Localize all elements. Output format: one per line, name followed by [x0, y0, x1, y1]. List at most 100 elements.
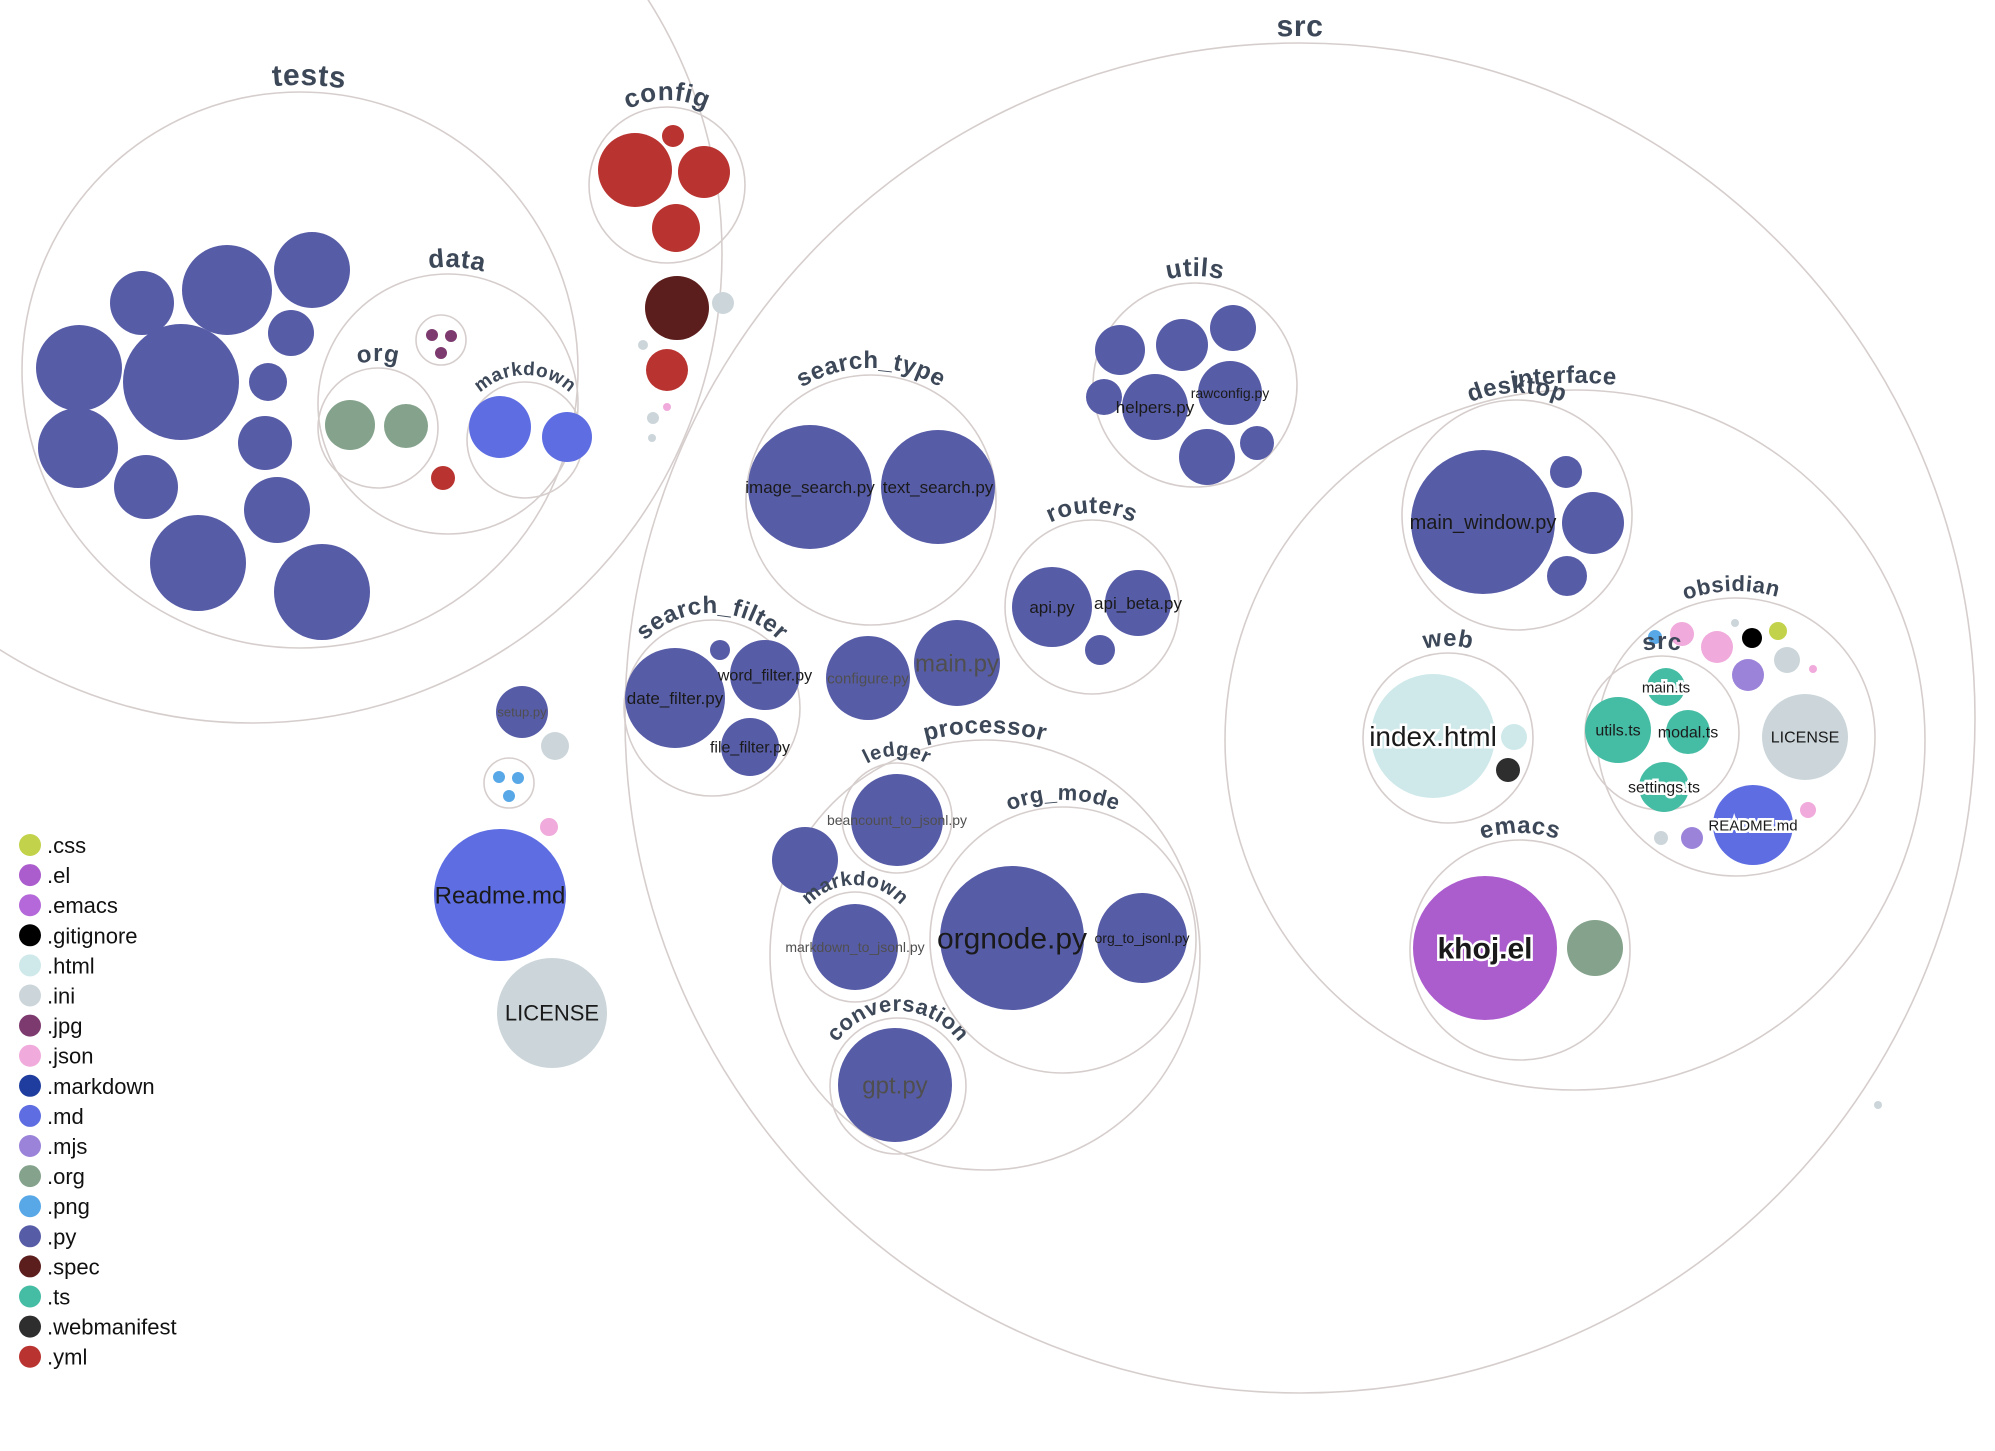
- file-jpg-21[interactable]: [435, 347, 447, 359]
- file-py-68[interactable]: [1547, 556, 1587, 596]
- file-mjs-91[interactable]: [1681, 827, 1703, 849]
- file-main-window-py[interactable]: [1411, 450, 1555, 594]
- file-py-55[interactable]: [1156, 319, 1208, 371]
- file-yml-36[interactable]: [646, 349, 688, 391]
- file-json-37[interactable]: [663, 403, 671, 411]
- file-ini-38[interactable]: [647, 412, 659, 424]
- file-yml-14[interactable]: [662, 125, 684, 147]
- file-settings-ts[interactable]: [1639, 762, 1689, 812]
- file-css-85[interactable]: [1769, 622, 1787, 640]
- file-configure-py[interactable]: [826, 636, 910, 720]
- file-py-6[interactable]: [249, 363, 287, 401]
- file-py-57[interactable]: [1086, 379, 1122, 415]
- file-md-22[interactable]: [469, 396, 531, 458]
- file-py-7[interactable]: [238, 416, 292, 470]
- file-api-beta-py[interactable]: [1105, 570, 1171, 636]
- folder-circle-routers[interactable]: [1004, 519, 1180, 695]
- file-py-2[interactable]: [110, 271, 174, 335]
- file-main-py[interactable]: [914, 620, 1000, 706]
- file-image-search-py[interactable]: [748, 425, 872, 549]
- file-py-12[interactable]: [274, 544, 370, 640]
- file-text-search-py[interactable]: [881, 430, 995, 544]
- file-png-80[interactable]: [1648, 630, 1662, 644]
- file-word-filter-py[interactable]: [730, 640, 800, 710]
- file-py-67[interactable]: [1562, 492, 1624, 554]
- file-py-45[interactable]: [710, 640, 730, 660]
- file-py-66[interactable]: [1550, 456, 1582, 488]
- file-jpg-19[interactable]: [426, 329, 438, 341]
- folder-circle-org-data[interactable]: [317, 367, 439, 489]
- folder-circle-conversation[interactable]: [829, 1017, 967, 1155]
- file-py-54[interactable]: [1095, 325, 1145, 375]
- folder-circle-web[interactable]: [1362, 652, 1534, 824]
- file-py-11[interactable]: [150, 515, 246, 611]
- file-py-3[interactable]: [268, 310, 314, 356]
- file-beancount-to-jsonl-py[interactable]: [851, 774, 943, 866]
- file-ini-87[interactable]: [1774, 647, 1800, 673]
- file-ini-92[interactable]: [1874, 1101, 1882, 1109]
- file-yml-13[interactable]: [598, 133, 672, 207]
- file-org-18[interactable]: [384, 404, 428, 448]
- file-markdown-to-jsonl-py[interactable]: [812, 904, 898, 990]
- file-gitignore-84[interactable]: [1742, 628, 1762, 648]
- folder-circle-processor[interactable]: [769, 739, 1201, 1171]
- file-py-56[interactable]: [1210, 305, 1256, 351]
- file-ini-90[interactable]: [1654, 831, 1668, 845]
- file-rawconfig-py[interactable]: [1198, 361, 1262, 425]
- file-ini-34[interactable]: [712, 292, 734, 314]
- file-md-23[interactable]: [542, 412, 592, 462]
- file-html-70[interactable]: [1501, 724, 1527, 750]
- folder-circle-search-type[interactable]: [745, 374, 997, 626]
- file-json-88[interactable]: [1809, 665, 1817, 673]
- file-json-82[interactable]: [1701, 631, 1733, 663]
- file-yml-16[interactable]: [652, 204, 700, 252]
- file-modal-ts[interactable]: [1666, 710, 1710, 754]
- file-py-1[interactable]: [182, 245, 272, 335]
- file-file-filter-py[interactable]: [721, 718, 779, 776]
- folder-circle-tests[interactable]: [21, 91, 579, 649]
- folder-circle-markdown-proc[interactable]: [799, 891, 911, 1003]
- file-api-py[interactable]: [1012, 567, 1092, 647]
- file-readme-md[interactable]: [434, 829, 566, 961]
- file-py-61[interactable]: [1240, 426, 1274, 460]
- file-ini-39[interactable]: [648, 434, 656, 442]
- file-json-81[interactable]: [1670, 622, 1694, 646]
- folder-circle-ledger[interactable]: [841, 762, 953, 874]
- file-khoj-el[interactable]: [1413, 876, 1557, 1020]
- file-setup-py[interactable]: [496, 686, 548, 738]
- folder-circle-data[interactable]: [317, 273, 579, 535]
- folder-circle-search-filter[interactable]: [623, 619, 801, 797]
- file-py-4[interactable]: [36, 325, 122, 411]
- folder-circle-config[interactable]: [588, 106, 746, 264]
- file-utils-ts[interactable]: [1585, 697, 1651, 763]
- file-org-73[interactable]: [1567, 920, 1623, 976]
- file-png-27[interactable]: [493, 771, 505, 783]
- file-org-17[interactable]: [325, 400, 375, 450]
- file-webmanifest-71[interactable]: [1496, 758, 1520, 782]
- file-json-30[interactable]: [540, 818, 558, 836]
- file-ini-26[interactable]: [541, 732, 569, 760]
- file-py-60[interactable]: [1179, 429, 1235, 485]
- file-gpt-py[interactable]: [838, 1028, 952, 1142]
- file-py-8[interactable]: [38, 408, 118, 488]
- folder-circle-desktop[interactable]: [1401, 399, 1633, 631]
- file-py-0[interactable]: [274, 232, 350, 308]
- file-ini-83[interactable]: [1731, 619, 1739, 627]
- file-png-29[interactable]: [503, 790, 515, 802]
- file-png-28[interactable]: [512, 772, 524, 784]
- file-json-89[interactable]: [1800, 802, 1816, 818]
- file-yml-24[interactable]: [431, 466, 455, 490]
- folder-circle-org-mode[interactable]: [929, 806, 1197, 1074]
- file-helpers-py[interactable]: [1122, 374, 1188, 440]
- folder-circle-emacs[interactable]: [1409, 839, 1631, 1061]
- file-orgnode-py[interactable]: [940, 866, 1084, 1010]
- file-yml-15[interactable]: [678, 146, 730, 198]
- file-readme-md[interactable]: [1713, 785, 1793, 865]
- file-spec-33[interactable]: [645, 276, 709, 340]
- file-license[interactable]: [497, 958, 607, 1068]
- file-jpg-20[interactable]: [445, 330, 457, 342]
- file-py-48[interactable]: [772, 827, 838, 893]
- folder-circle-interface[interactable]: [1224, 389, 1926, 1091]
- file-main-ts[interactable]: [1647, 668, 1685, 706]
- file-py-9[interactable]: [114, 455, 178, 519]
